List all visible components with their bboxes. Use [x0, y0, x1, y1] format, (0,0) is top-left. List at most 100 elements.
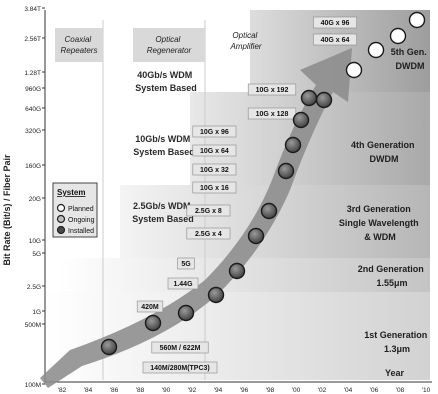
point-label: 2.5G x 8: [195, 208, 222, 215]
installed-point: [300, 89, 318, 107]
x-tick-label: '90: [162, 387, 171, 394]
x-tick-label: '08: [396, 387, 405, 394]
x-axis-label: Year: [385, 368, 405, 378]
legend-installed-label: Installed: [68, 228, 94, 235]
era-amplifier-line1: Optical: [232, 31, 257, 40]
era-box-regenerator: [133, 28, 205, 62]
y-tick-label: 1G: [32, 309, 41, 316]
planned-point: [367, 41, 385, 59]
planned-point: [389, 27, 407, 45]
gen1-line1: 1st Generation: [364, 330, 427, 340]
point-label-box: [177, 257, 195, 270]
point-label-box: [192, 181, 237, 194]
y-tick-label: 5G: [32, 251, 41, 258]
era-dividers: [102, 20, 206, 380]
x-tick-label: '00: [292, 387, 301, 394]
y-tick-labels: 3.84T 2.56T 1.28T 960G 640G 320G 160G 20G 10G 5G 2…: [24, 6, 45, 389]
point-label: 10G x 192: [256, 87, 289, 94]
y-tick-label: 20G: [29, 196, 41, 203]
era-headers: Coaxial Repeaters Optical Regenerator Op…: [55, 28, 262, 62]
x-tick-label: '84: [84, 387, 93, 394]
legend-planned-marker: [56, 203, 66, 213]
point-label-box: [186, 227, 231, 240]
point-label: 10G x 128: [256, 111, 289, 118]
planned-point: [345, 61, 363, 79]
y-tick-label: 500M: [25, 322, 41, 329]
gen3-line2: Single Wavelength: [339, 218, 419, 228]
region-25gbs-label: 2.5Gb/s WDM System Based: [132, 201, 194, 224]
gen3-line3: & WDM: [364, 232, 396, 242]
installed-point: [260, 202, 278, 220]
gen3-line1: 3rd Generation: [347, 204, 411, 214]
legend-planned-label: Planned: [68, 206, 94, 213]
x-tick-label: '92: [188, 387, 197, 394]
point-labels: 140M/280M(TPC3) 420M 560M / 622M 1.44G 5G 2.5…: [136, 16, 357, 374]
x-tick-label: '02: [318, 387, 327, 394]
region-40gbs-line1: 40Gb/s WDM: [137, 70, 192, 80]
installed-point: [247, 227, 265, 245]
gen4-line2: DWDM: [370, 154, 399, 164]
y-tick-label: 10G: [29, 238, 41, 245]
gen2-line2: 1.55μm: [376, 278, 407, 288]
installed-point: [100, 338, 118, 356]
installed-point: [277, 162, 295, 180]
trend-arrow: [40, 48, 352, 388]
planned-point: [408, 11, 426, 29]
region-40gbs-line2: System Based: [135, 83, 197, 93]
gen3-label: 3rd Generation Single Wavelength & WDM: [339, 204, 421, 242]
y-tick-label: 2.5G: [27, 284, 41, 291]
point-label-box: [192, 163, 237, 176]
point-label: 10G x 32: [200, 167, 229, 174]
era-regenerator-line2: Regenerator: [147, 46, 192, 55]
y-axis-label: Bit Rate (Bit/s) / Fiber Pair: [2, 154, 12, 266]
era-regenerator-line1: Optical: [155, 35, 180, 44]
x-tick-label: '86: [110, 387, 119, 394]
point-label: 10G x 64: [200, 148, 229, 155]
era-label-coaxial: Coaxial Repeaters: [61, 35, 98, 55]
x-tick-label: '98: [266, 387, 275, 394]
legend: System Planned Ongoing Installed: [52, 182, 98, 238]
y-tick-label: 100M: [25, 382, 41, 389]
point-label-box: [167, 277, 199, 290]
x-tick-label: '94: [214, 387, 223, 394]
y-tick-label: 320G: [25, 128, 41, 135]
point-label: 420M: [141, 304, 159, 311]
era-amplifier-line2: Amplifier: [229, 42, 261, 51]
era-box-coaxial: [55, 28, 103, 62]
installed-point: [207, 286, 225, 304]
y-tick-label: 1.28T: [24, 70, 41, 77]
era-coaxial-line2: Repeaters: [61, 46, 98, 55]
x-tick-label: '96: [240, 387, 249, 394]
era-label-regenerator: Optical Regenerator: [147, 35, 192, 55]
gen5-line2: DWDM: [396, 61, 425, 71]
x-tick-label: '04: [344, 387, 353, 394]
legend-ongoing-marker: [56, 214, 66, 224]
region-10gbs-line2: System Based: [133, 147, 195, 157]
installed-point: [284, 136, 302, 154]
point-label: 1.44G: [173, 281, 193, 288]
point-label: 140M/280M(TPC3): [150, 365, 210, 372]
point-label-box: [192, 144, 237, 157]
y-tick-label: 960G: [25, 86, 41, 93]
region-25gbs-line2: System Based: [132, 214, 194, 224]
installed-point: [144, 314, 162, 332]
point-label: 5G: [181, 261, 191, 268]
gen2-label: 2nd Generation 1.55μm: [358, 264, 427, 288]
point-label-box: [247, 107, 297, 120]
gen5-label: 5th Gen. DWDM: [391, 47, 430, 71]
point-label-box: [192, 125, 237, 138]
era-coaxial-line1: Coaxial: [65, 35, 92, 44]
point-label-box: [186, 204, 231, 217]
y-tick-label: 3.84T: [24, 6, 41, 13]
gen4-line1: 4th Generation: [351, 140, 415, 150]
x-tick-label: '06: [370, 387, 379, 394]
legend-ongoing-label: Ongoing: [68, 217, 95, 224]
era-label-amplifier: Optical Amplifier: [229, 31, 261, 51]
point-label: 2.5G x 4: [195, 231, 222, 238]
region-10gbs-label: 10Gb/s WDM System Based: [133, 134, 195, 157]
x-tick-labels: '82 '84 '86 '88 '90 '92 '94 '96 '98 '00 '02 '04 '06 '…: [58, 387, 431, 394]
point-label: 40G x 96: [321, 20, 350, 27]
point-label: 40G x 64: [321, 37, 350, 44]
y-tick-label: 160G: [25, 163, 41, 170]
